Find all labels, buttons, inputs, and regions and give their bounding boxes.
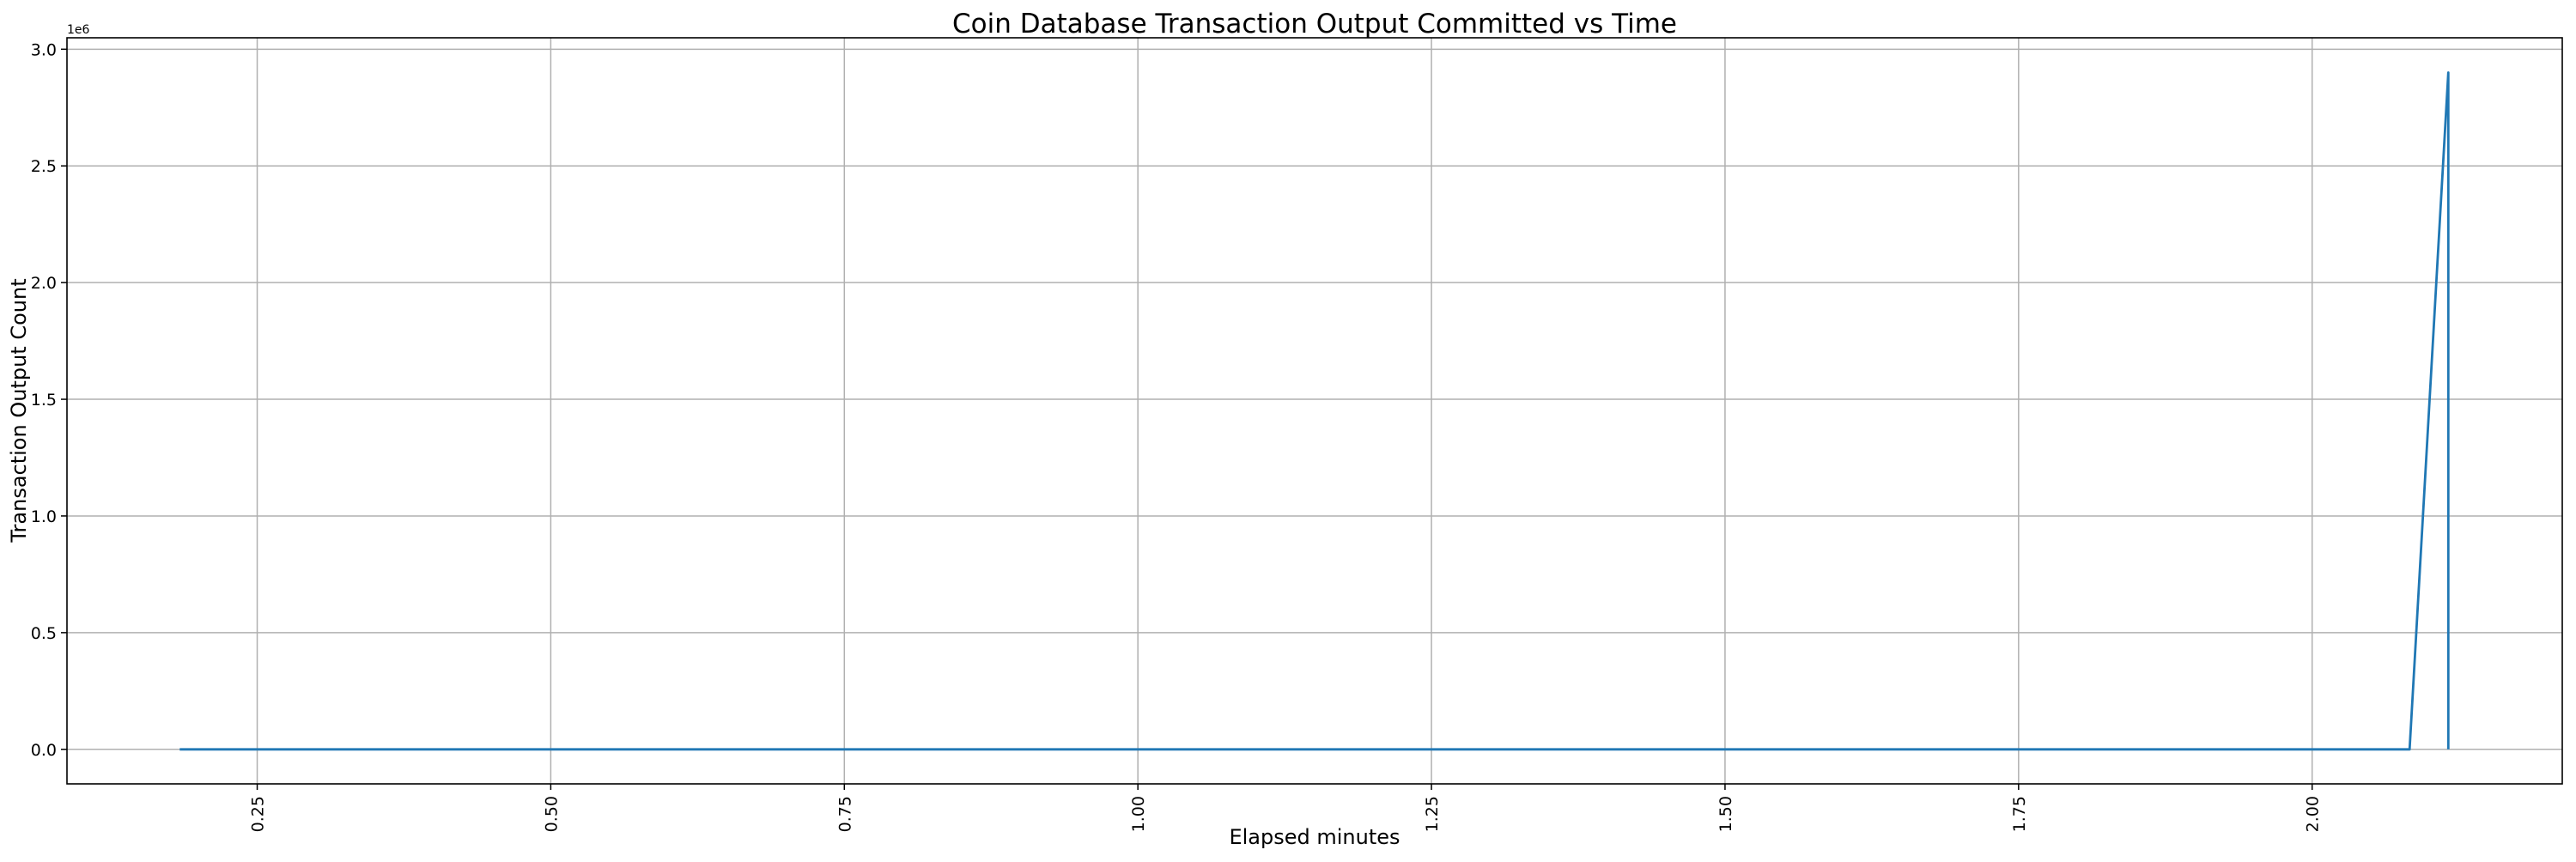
series-line [179,71,2450,751]
x-tick-label: 2.00 [2304,796,2323,832]
x-tick-label: 1.75 [2010,796,2029,832]
chart-title: Coin Database Transaction Output Committ… [952,9,1677,39]
x-tick-label: 0.50 [542,796,561,832]
x-tick-label: 0.75 [835,796,854,832]
x-tick-label: 0.25 [249,796,268,832]
y-tick-label: 2.0 [31,274,57,293]
grid-lines [67,38,2562,784]
y-ticks: 0.0 0.5 1.0 1.5 2.0 2.5 3.0 [31,40,67,760]
x-ticks: 0.25 0.50 0.75 1.00 1.25 1.50 1.75 2.00 [249,784,2323,832]
y-offset-label: 1e6 [67,23,90,37]
x-tick-label: 1.50 [1716,796,1735,832]
series-layer [179,71,2450,751]
x-axis-label: Elapsed minutes [1229,825,1400,849]
y-tick-label: 2.5 [31,157,57,176]
plot-frame [66,37,2563,785]
y-tick-label: 1.0 [31,507,57,526]
y-axis-label: Transaction Output Count [7,278,31,543]
y-tick-label: 3.0 [31,40,57,59]
y-tick-label: 0.0 [31,741,57,760]
y-tick-label: 0.5 [31,624,57,643]
x-tick-label: 1.25 [1423,796,1442,832]
x-tick-label: 1.00 [1129,796,1148,832]
y-tick-label: 1.5 [31,391,57,410]
